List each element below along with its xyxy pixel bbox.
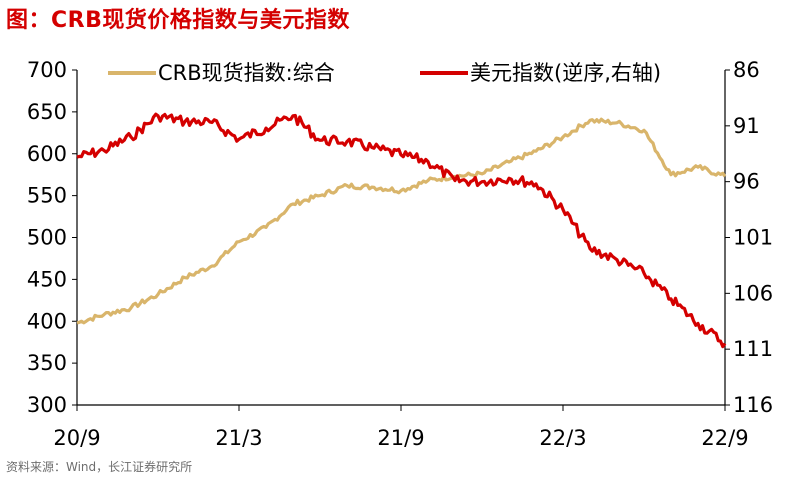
left-tick-label: 700 — [27, 58, 67, 82]
legend-label: 美元指数(逆序,右轴) — [470, 61, 661, 85]
legend: CRB现货指数:综合 美元指数(逆序,右轴) — [108, 61, 661, 85]
series-line-usd — [76, 112, 727, 349]
left-tick-label: 600 — [27, 142, 67, 166]
x-tick-label: 22/9 — [701, 426, 748, 450]
legend-label: CRB现货指数:综合 — [158, 61, 335, 85]
right-tick-label: 106 — [733, 281, 773, 305]
x-tick-label: 20/9 — [53, 426, 100, 450]
right-tick-label: 91 — [733, 114, 760, 138]
right-tick-label: 96 — [733, 170, 760, 194]
right-tick-label: 116 — [733, 393, 773, 417]
left-tick-label: 500 — [27, 226, 67, 250]
right-tick-label: 111 — [733, 337, 773, 361]
right-tick-label: 101 — [733, 226, 773, 250]
left-tick-label: 350 — [27, 351, 67, 375]
series-line-crb — [76, 117, 727, 325]
axes-layer: 300 350 400 450 500 550 600 650 700 86 91 96 101 106 1… — [27, 58, 773, 450]
x-tick-label: 21/9 — [377, 426, 424, 450]
right-tick-label: 86 — [733, 58, 760, 82]
series-layer — [76, 112, 727, 349]
left-tick-label: 650 — [27, 100, 67, 124]
chart-title: 图：CRB现货价格指数与美元指数 — [6, 8, 350, 33]
x-tick-label: 22/3 — [539, 426, 586, 450]
left-tick-label: 400 — [27, 309, 67, 333]
left-tick-label: 300 — [27, 393, 67, 417]
left-tick-label: 450 — [27, 267, 67, 291]
source-note: 资料来源：Wind，长江证券研究所 — [6, 460, 193, 474]
left-tick-label: 550 — [27, 184, 67, 208]
x-tick-label: 21/3 — [215, 426, 262, 450]
